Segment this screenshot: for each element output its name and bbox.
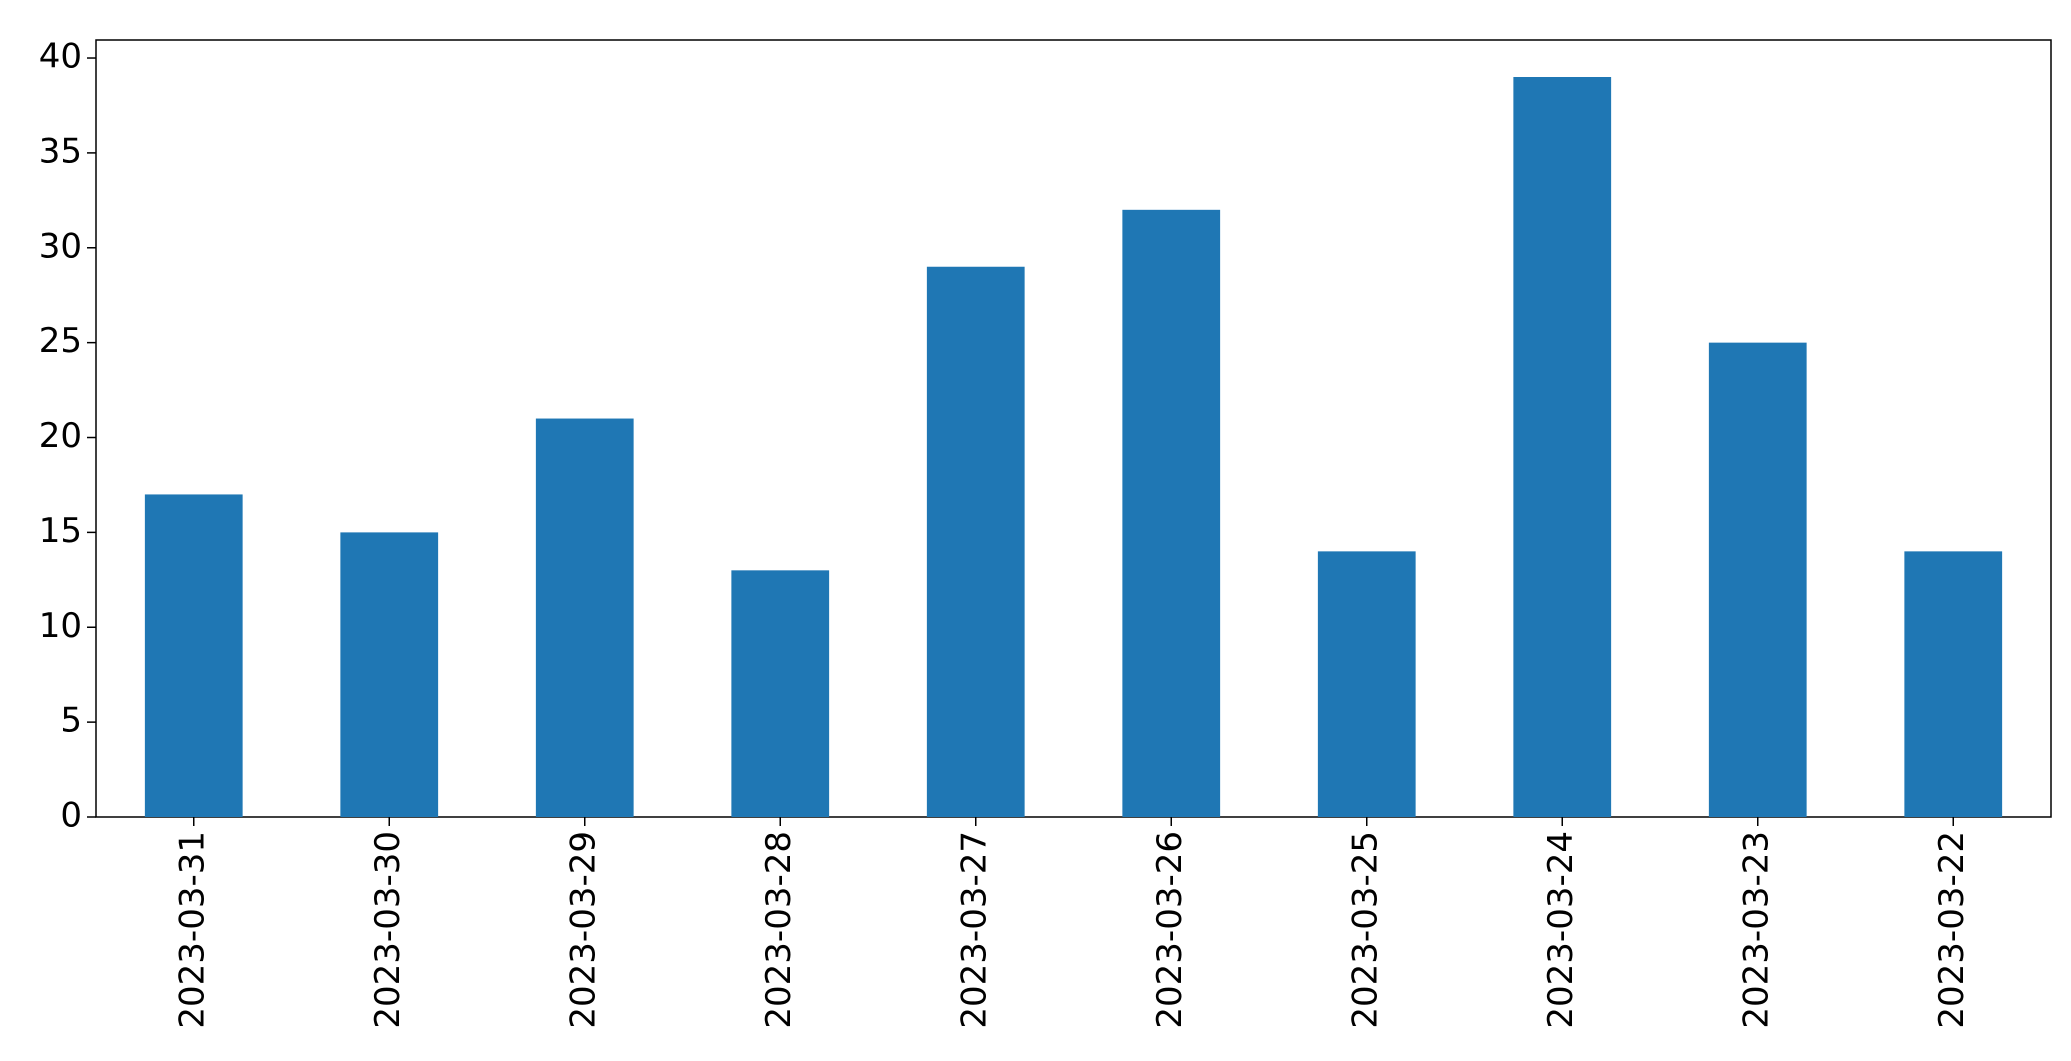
y-tick-label: 40 <box>39 37 82 77</box>
x-tick-label: 2023-03-30 <box>368 831 408 1029</box>
x-tick-label: 2023-03-31 <box>172 831 212 1029</box>
y-tick-label: 10 <box>39 606 82 646</box>
bar <box>535 418 634 817</box>
x-tick-label: 2023-03-29 <box>563 831 603 1029</box>
bar <box>1317 551 1416 817</box>
x-tick-label: 2023-03-28 <box>759 831 799 1029</box>
y-tick-label: 15 <box>39 511 82 551</box>
x-tick-label: 2023-03-23 <box>1736 831 1776 1029</box>
bar <box>144 494 243 817</box>
bar <box>731 570 830 817</box>
y-tick-label: 25 <box>39 321 82 361</box>
bar <box>1904 551 2003 817</box>
y-tick-label: 5 <box>60 701 82 741</box>
x-tick-label: 2023-03-22 <box>1932 831 1972 1029</box>
x-tick-label: 2023-03-25 <box>1345 831 1385 1029</box>
y-tick-label: 0 <box>60 796 82 836</box>
bar <box>340 532 439 817</box>
y-tick-label: 35 <box>39 131 82 171</box>
y-tick-label: 20 <box>39 416 82 456</box>
bar <box>926 266 1025 817</box>
x-tick-label: 2023-03-26 <box>1150 831 1190 1029</box>
bar <box>1122 209 1221 818</box>
x-tick-label: 2023-03-24 <box>1541 831 1581 1029</box>
x-tick-label: 2023-03-27 <box>954 831 994 1029</box>
bar <box>1708 342 1807 817</box>
axes-frame <box>95 39 2052 818</box>
y-tick-label: 30 <box>39 226 82 266</box>
bar <box>1513 77 1612 817</box>
